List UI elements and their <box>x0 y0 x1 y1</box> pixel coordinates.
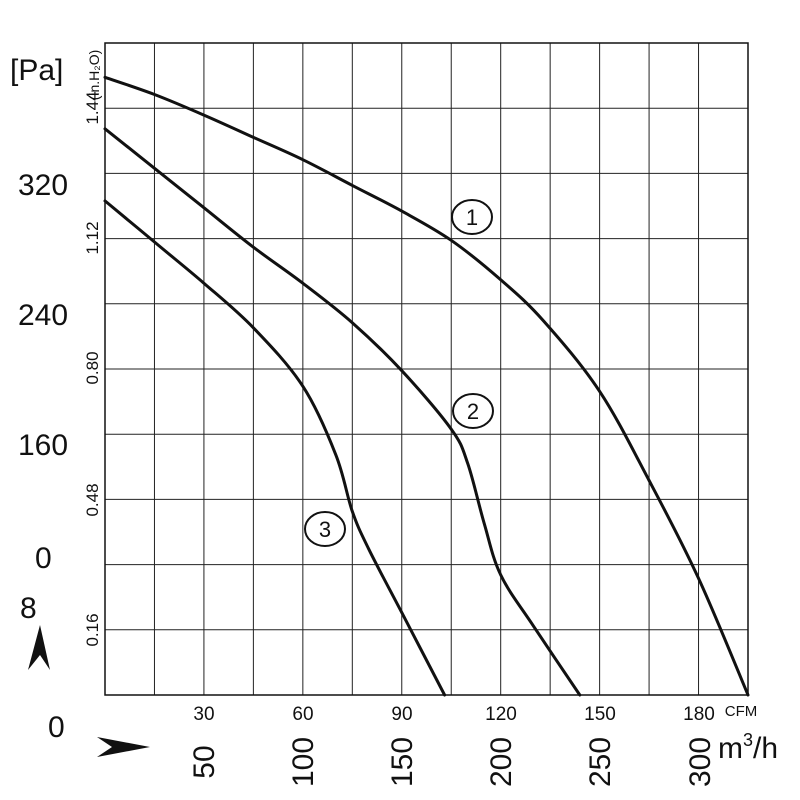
cfm-tick-label: 150 <box>584 704 616 725</box>
m3h-tick-label: 150 <box>386 737 419 787</box>
chart-grid <box>105 43 748 695</box>
m3h-tick-label: 300 <box>684 737 717 787</box>
m3h-tick-label: 250 <box>584 737 617 787</box>
corner-label-eight: 8 <box>20 592 37 625</box>
curve-label-text: 2 <box>467 399 479 424</box>
right-arrow-icon <box>97 737 150 757</box>
pa-tick-label: 0 <box>35 542 52 575</box>
plot-frame <box>104 42 749 696</box>
axis-direction-marks <box>28 625 150 757</box>
curve-3-label: 3 <box>304 511 346 547</box>
m3h-tick-label: 100 <box>287 737 320 787</box>
curve-1-label: 1 <box>451 199 493 235</box>
corner-label-zero: 0 <box>48 711 65 744</box>
curve-2-label: 2 <box>452 393 494 429</box>
pa-tick-label: 240 <box>18 299 68 332</box>
curve-label-circle <box>452 393 494 429</box>
inh2o-tick-label: 0.48 <box>83 483 102 516</box>
curve-1 <box>103 75 750 697</box>
curve-label-circle <box>451 199 493 235</box>
pa-unit-label: [Pa] <box>10 54 63 87</box>
pa-tick-label: 320 <box>18 169 68 202</box>
inh2o-tick-label: 0.16 <box>83 613 102 646</box>
inh2o-tick-label: 1.12 <box>83 221 102 254</box>
curve-label-text: 1 <box>466 205 478 230</box>
curves: 1 2 3 <box>103 75 750 697</box>
axis-labels: [Pa] 32024016001.441.120.800.480.16(in.H… <box>10 50 778 787</box>
m3h-tick-label: 200 <box>485 737 518 787</box>
inh2o-tick-label: 1.44 <box>83 91 102 124</box>
inh2o-tick-label: 0.80 <box>83 351 102 384</box>
curve-label-circle <box>304 511 346 547</box>
m3h-unit-label: m3/h <box>718 730 778 765</box>
cfm-tick-label: 30 <box>193 704 214 725</box>
up-arrow-icon <box>28 625 50 670</box>
inh2o-unit-label: (in.H₂O) <box>86 50 102 101</box>
m3h-tick-label: 50 <box>188 745 221 778</box>
pa-tick-label: 160 <box>18 429 68 462</box>
curve-2 <box>103 127 582 697</box>
cfm-tick-label: 180 <box>683 704 715 725</box>
curve-3 <box>103 199 447 697</box>
cfm-tick-label: 120 <box>485 704 517 725</box>
cfm-unit-label: CFM <box>725 703 758 720</box>
cfm-tick-label: 60 <box>292 704 313 725</box>
curve-label-text: 3 <box>319 517 331 542</box>
cfm-tick-label: 90 <box>391 704 412 725</box>
